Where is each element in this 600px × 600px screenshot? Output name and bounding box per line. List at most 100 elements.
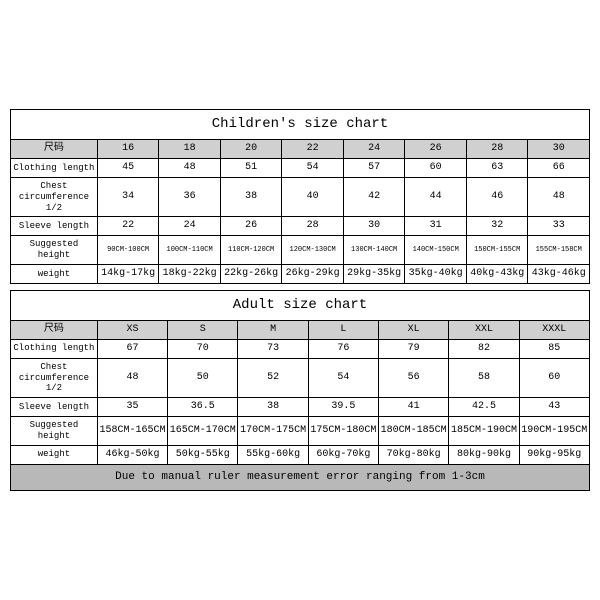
children-row-2-cell-0: 22 [97,217,159,236]
adult-row-4-cell-0: 46kg-50kg [97,445,167,464]
adult-row-2-cell-3: 39.5 [308,398,378,417]
children-size-7: 30 [528,139,590,158]
adult-size-3: L [308,320,378,339]
children-row-2-cell-6: 32 [466,217,528,236]
adult-row-0-cell-5: 82 [449,339,519,358]
adult-label-header: 尺码 [11,320,98,339]
adult-row-0-cell-0: 67 [97,339,167,358]
children-row-3-cell-6: 150CM-155CM [466,236,528,265]
children-row-4-cell-3: 26kg-29kg [282,264,344,283]
adult-row-1-cell-3: 54 [308,358,378,397]
children-row-4-cell-2: 22kg-26kg [220,264,282,283]
children-row-0-cell-3: 54 [282,158,344,177]
adult-row-2-cell-0: 35 [97,398,167,417]
children-row-2-cell-3: 28 [282,217,344,236]
children-size-1: 18 [159,139,221,158]
children-row-0-cell-0: 45 [97,158,159,177]
adult-row-0: Clothing length67707376798285 [11,339,590,358]
adult-row-0-label: Clothing length [11,339,98,358]
adult-row-4-cell-1: 50kg-55kg [168,445,238,464]
adult-row-1-cell-6: 60 [519,358,589,397]
adult-row-4-cell-2: 55kg-60kg [238,445,308,464]
children-row-1-cell-3: 40 [282,177,344,216]
adult-row-3-cell-1: 165CM-170CM [168,417,238,446]
children-row-4-cell-5: 35kg-40kg [405,264,467,283]
adult-size-table: Adult size chart 尺码 XS S M L XL XXL XXXL… [10,290,590,491]
adult-row-2-cell-2: 38 [238,398,308,417]
children-size-5: 26 [405,139,467,158]
children-row-3-cell-1: 100CM-110CM [159,236,221,265]
adult-row-1-cell-1: 50 [168,358,238,397]
children-row-1-cell-4: 42 [343,177,405,216]
adult-row-0-cell-6: 85 [519,339,589,358]
children-row-2-cell-4: 30 [343,217,405,236]
children-row-3-cell-4: 130CM-140CM [343,236,405,265]
children-row-1-cell-1: 36 [159,177,221,216]
children-row-0-cell-7: 66 [528,158,590,177]
children-row-3-cell-3: 120CM-130CM [282,236,344,265]
children-row-4: weight14kg-17kg18kg-22kg22kg-26kg26kg-29… [11,264,590,283]
children-row-1-cell-6: 46 [466,177,528,216]
children-row-1-cell-5: 44 [405,177,467,216]
children-row-2-cell-7: 33 [528,217,590,236]
adult-row-4-cell-4: 70kg-80kg [379,445,449,464]
children-row-1: Chest circumference 1/23436384042444648 [11,177,590,216]
adult-row-4: weight46kg-50kg50kg-55kg55kg-60kg60kg-70… [11,445,590,464]
adult-row-0-cell-2: 73 [238,339,308,358]
children-row-3-label: Suggested height [11,236,98,265]
adult-size-5: XXL [449,320,519,339]
adult-row-3: Suggested height158CM-165CM165CM-170CM 17… [11,417,590,446]
adult-row-1-cell-0: 48 [97,358,167,397]
adult-size-0: XS [97,320,167,339]
children-row-4-cell-6: 40kg-43kg [466,264,528,283]
children-size-3: 22 [282,139,344,158]
children-row-4-cell-7: 43kg-46kg [528,264,590,283]
adult-row-1-cell-2: 52 [238,358,308,397]
children-row-2: Sleeve length2224262830313233 [11,217,590,236]
children-row-0: Clothing length4548515457606366 [11,158,590,177]
children-title-row: Children's size chart [11,110,590,140]
adult-row-1-label: Chest circumference 1/2 [11,358,98,397]
children-row-3-cell-0: 90CM-100CM [97,236,159,265]
children-size-table: Children's size chart 尺码 16 18 20 22 24 … [10,109,590,284]
children-row-1-label: Chest circumference 1/2 [11,177,98,216]
children-row-0-label: Clothing length [11,158,98,177]
adult-size-2: M [238,320,308,339]
adult-size-1: S [168,320,238,339]
children-row-0-cell-5: 60 [405,158,467,177]
adult-row-3-cell-4: 180CM-185CM [379,417,449,446]
children-row-4-cell-1: 18kg-22kg [159,264,221,283]
adult-row-3-cell-3: 175CM-180CM [308,417,378,446]
children-row-3-cell-5: 140CM-150CM [405,236,467,265]
children-row-3: Suggested height90CM-100CM100CM-110CM110… [11,236,590,265]
children-row-1-cell-0: 34 [97,177,159,216]
adult-size-4: XL [379,320,449,339]
adult-row-3-cell-6: 190CM-195CM [519,417,589,446]
adult-row-4-cell-5: 80kg-90kg [449,445,519,464]
children-row-4-label: weight [11,264,98,283]
children-row-2-cell-1: 24 [159,217,221,236]
children-size-4: 24 [343,139,405,158]
children-size-6: 28 [466,139,528,158]
measurement-note: Due to manual ruler measurement error ra… [11,464,590,490]
adult-row-2-cell-4: 41 [379,398,449,417]
adult-row-2: Sleeve length3536.53839.54142.543 [11,398,590,417]
adult-row-2-cell-5: 42.5 [449,398,519,417]
adult-row-0-cell-3: 76 [308,339,378,358]
adult-row-0-cell-1: 70 [168,339,238,358]
adult-row-4-label: weight [11,445,98,464]
adult-row-1: Chest circumference 1/248505254565860 [11,358,590,397]
adult-title: Adult size chart [11,290,590,320]
adult-row-1-cell-4: 56 [379,358,449,397]
children-row-3-cell-2: 110CM-120CM [220,236,282,265]
children-row-2-label: Sleeve length [11,217,98,236]
adult-row-2-cell-6: 43 [519,398,589,417]
adult-row-3-label: Suggested height [11,417,98,446]
children-size-2: 20 [220,139,282,158]
measurement-note-row: Due to manual ruler measurement error ra… [11,464,590,490]
children-size-0: 16 [97,139,159,158]
children-header-row: 尺码 16 18 20 22 24 26 28 30 [11,139,590,158]
adult-row-3-cell-0: 158CM-165CM [97,417,167,446]
children-row-0-cell-4: 57 [343,158,405,177]
adult-row-3-cell-5: 185CM-190CM [449,417,519,446]
